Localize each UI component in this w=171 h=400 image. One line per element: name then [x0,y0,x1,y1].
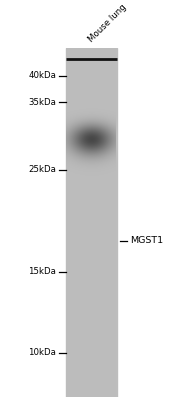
Bar [66,48,117,397]
Text: MGST1: MGST1 [130,236,163,245]
Text: 25kDa: 25kDa [28,165,56,174]
Text: 40kDa: 40kDa [28,71,56,80]
Text: 35kDa: 35kDa [28,98,56,107]
Text: 15kDa: 15kDa [28,267,56,276]
Text: 10kDa: 10kDa [28,348,56,357]
Text: Mouse lung: Mouse lung [87,2,128,44]
